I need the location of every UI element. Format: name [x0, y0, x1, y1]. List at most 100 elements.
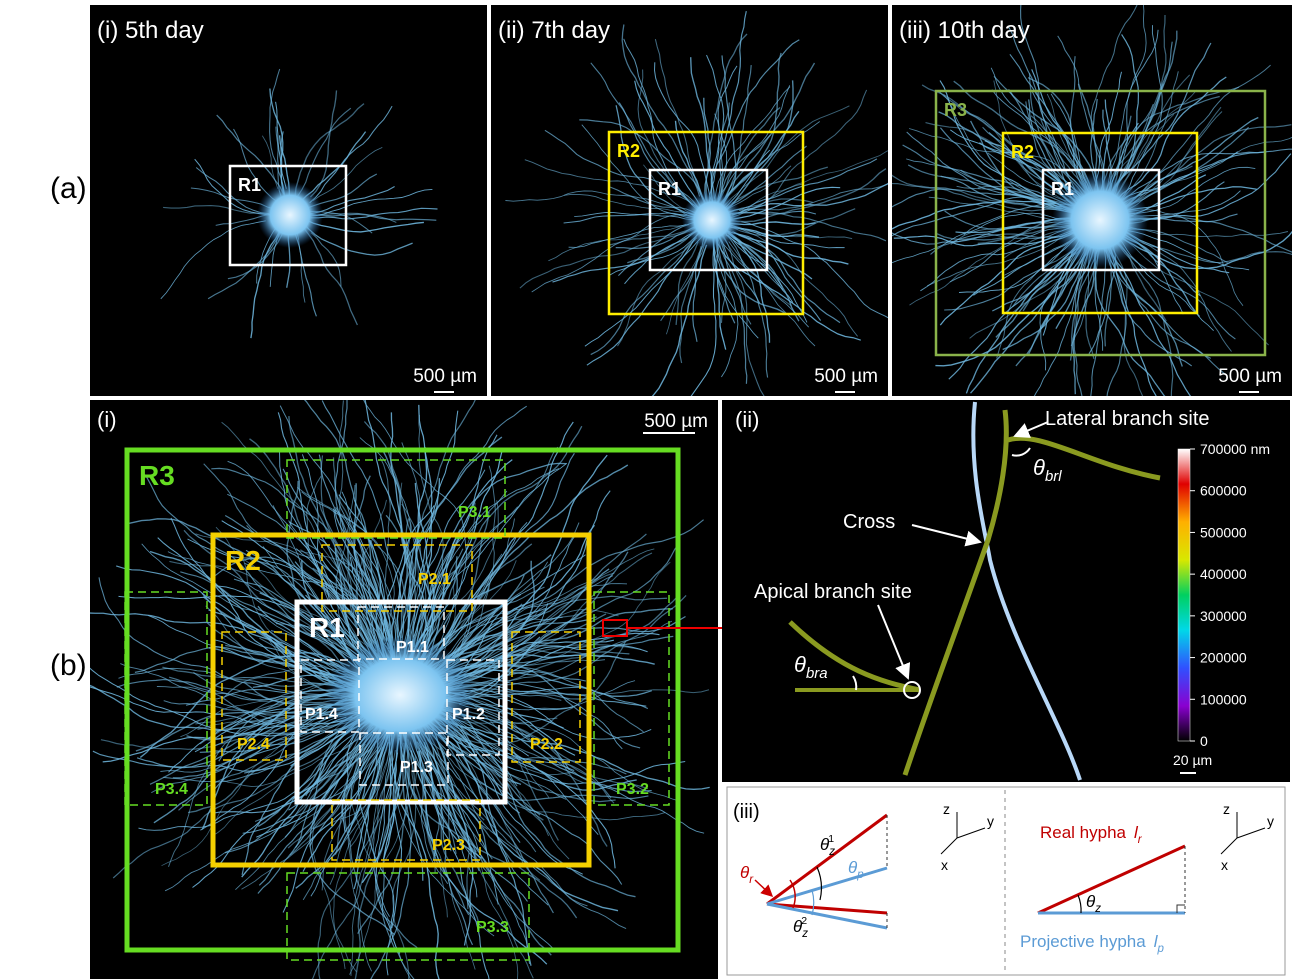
hypha	[422, 425, 583, 648]
hypha	[1094, 249, 1166, 396]
hypha	[405, 462, 568, 676]
hypha	[727, 232, 813, 280]
hypha	[308, 213, 437, 221]
hypha	[374, 752, 401, 954]
hypha	[653, 62, 712, 200]
region-label: R1	[1051, 179, 1074, 199]
hypha	[666, 238, 707, 335]
hypha	[303, 227, 358, 326]
pointer	[754, 879, 774, 898]
hypha	[1073, 249, 1098, 396]
hypha	[295, 747, 382, 889]
patch-box	[300, 659, 360, 733]
math-superscript: 2	[801, 915, 807, 927]
hypha	[187, 538, 383, 668]
hypha	[425, 464, 629, 665]
patch-label: P3.2	[616, 781, 649, 798]
hypha	[420, 706, 710, 790]
hypha	[396, 442, 421, 653]
hypha	[674, 120, 707, 204]
panel-label: (iii) 10th day	[899, 17, 1030, 44]
patch-label: P2.1	[418, 571, 451, 588]
hypha	[717, 10, 747, 200]
hypha	[733, 231, 849, 265]
hypha	[717, 134, 771, 203]
hypha	[430, 452, 575, 679]
hypha	[722, 168, 887, 223]
hypha	[722, 52, 782, 204]
hypha	[391, 738, 403, 929]
panel-label: (i) 5th day	[97, 17, 204, 44]
hypha	[505, 190, 700, 220]
hypha	[256, 733, 373, 838]
diagram-line	[766, 902, 888, 915]
angle-arc	[1011, 447, 1031, 457]
diagram-panel	[726, 786, 1286, 976]
hypha	[306, 219, 424, 233]
hypha	[727, 234, 808, 323]
hypha	[548, 223, 687, 262]
hypha-branch	[1007, 435, 1161, 481]
patch-box	[359, 732, 449, 786]
hypha	[446, 724, 570, 860]
math-symbol: θ	[1033, 455, 1045, 480]
pointer	[877, 604, 911, 680]
hypha	[282, 468, 390, 665]
math-superscript: 1	[828, 833, 834, 845]
hypha	[552, 223, 708, 283]
hypha	[317, 212, 397, 223]
hypha	[969, 237, 1096, 394]
hypha	[279, 450, 373, 657]
hypha	[156, 681, 353, 701]
math-subscript: bra	[806, 665, 828, 682]
hypha	[447, 572, 615, 681]
region-box	[607, 130, 805, 316]
colorbar-tick-label: 200000	[1200, 650, 1247, 666]
hypha	[1122, 230, 1232, 352]
math-symbol: θ	[820, 835, 830, 854]
scale-bar-label: 500 µm	[1218, 366, 1282, 387]
hypha	[651, 244, 708, 396]
hypha	[282, 721, 393, 913]
patch-label: P1.3	[400, 759, 433, 776]
panel-label: (ii)	[735, 407, 759, 432]
hypha	[100, 701, 374, 750]
hypha	[713, 85, 791, 215]
patch-box	[286, 872, 530, 961]
hypha	[990, 67, 1092, 200]
hypha	[718, 80, 794, 215]
hypha	[445, 613, 607, 685]
hypha	[711, 224, 739, 378]
diagram-line	[766, 866, 888, 906]
region-box	[648, 168, 769, 272]
annotation: Lateral branch site	[1045, 408, 1210, 430]
hypha	[120, 663, 354, 728]
math-text: Projective hypha	[1020, 932, 1146, 951]
hypha	[449, 649, 630, 673]
hypha	[524, 159, 712, 221]
math-subscript: z	[1094, 903, 1101, 915]
hypha	[169, 560, 361, 664]
hypha	[310, 207, 438, 220]
region-label: R2	[617, 141, 640, 161]
region-box	[1001, 131, 1199, 315]
math-label: θbrl	[1033, 455, 1062, 485]
hypha	[892, 188, 1089, 216]
hypha	[675, 241, 699, 325]
hypha	[216, 114, 285, 195]
panel-label: (ii) 7th day	[498, 17, 610, 44]
hypha	[446, 519, 704, 659]
hypha	[634, 80, 707, 215]
hypha	[590, 237, 698, 356]
hypha	[422, 434, 498, 670]
hypha	[725, 186, 841, 220]
math-subscript: z	[801, 928, 808, 940]
hypha	[660, 237, 708, 322]
hypha	[921, 84, 1080, 207]
hypha	[1039, 238, 1084, 371]
hypha	[444, 532, 579, 669]
axis-letter: x	[941, 857, 948, 873]
patch-box	[593, 591, 670, 806]
hypha	[417, 451, 503, 650]
hypha	[703, 97, 711, 201]
